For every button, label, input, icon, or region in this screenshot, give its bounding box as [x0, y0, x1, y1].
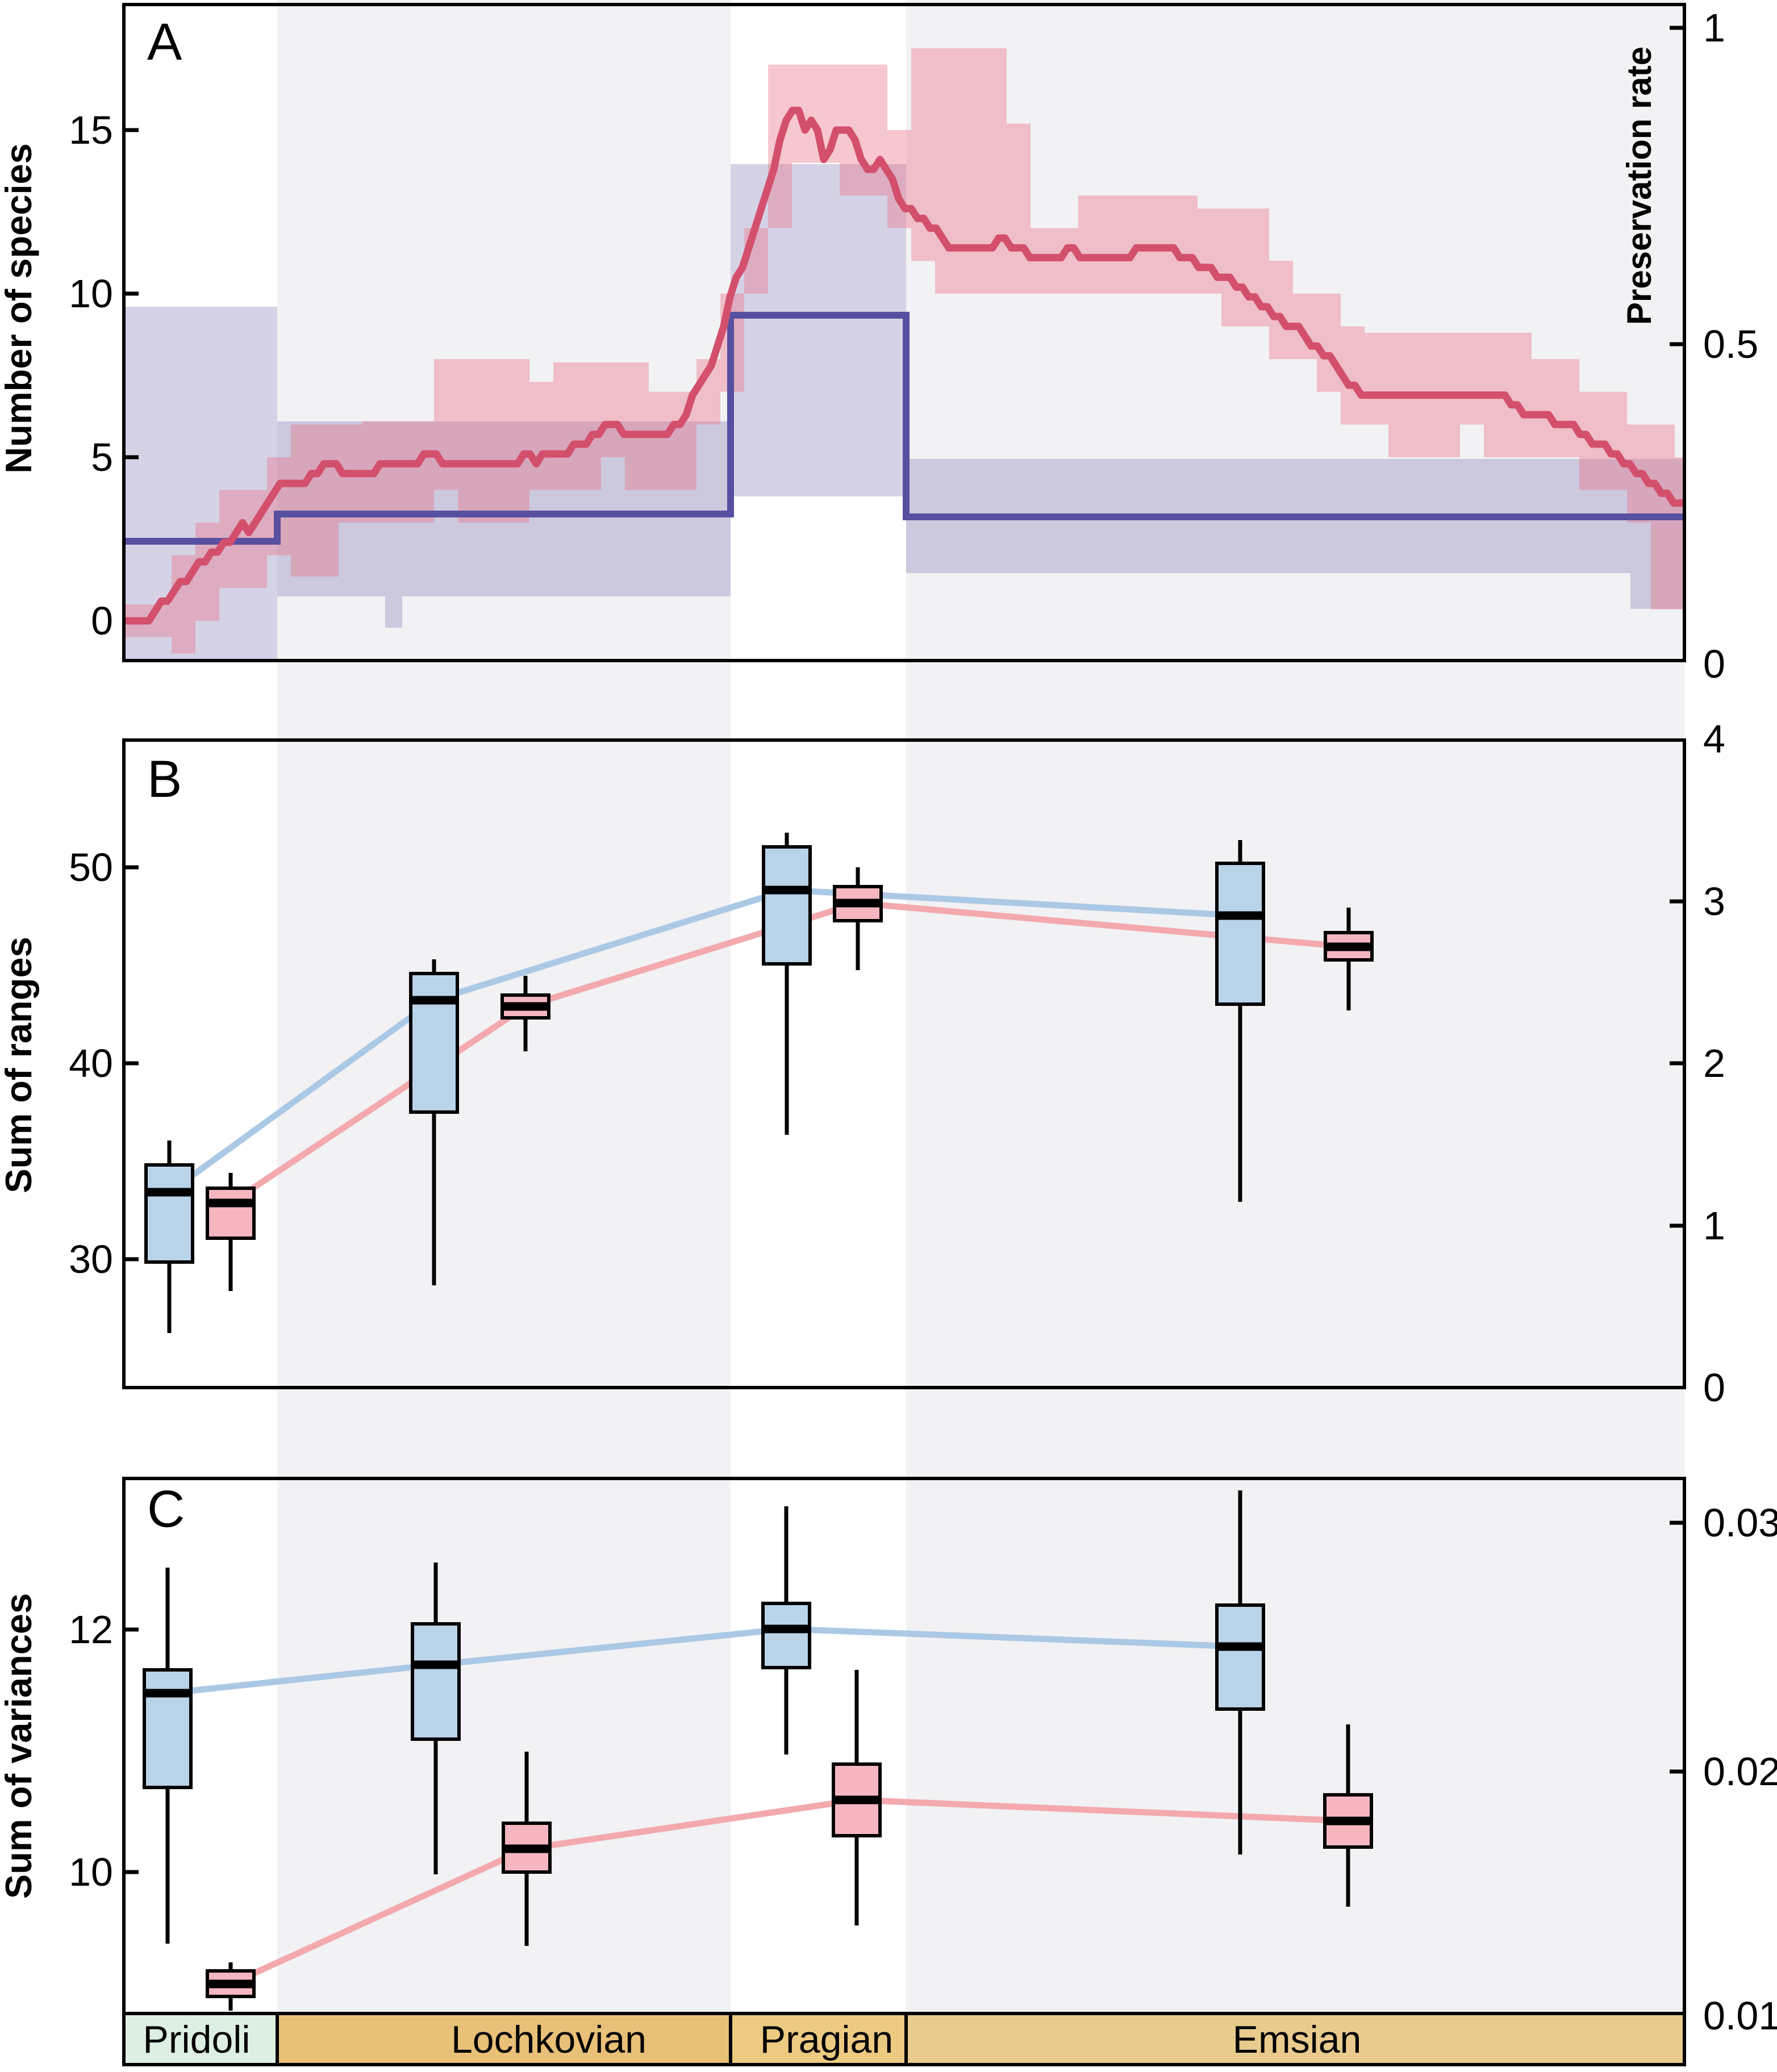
svg-text:4: 4 [1703, 717, 1725, 761]
svg-text:1: 1 [1703, 1204, 1725, 1248]
svg-text:10: 10 [69, 271, 113, 316]
svg-text:Preservation rate: Preservation rate [1620, 47, 1658, 325]
svg-text:Pridoli: Pridoli [143, 2018, 251, 2061]
svg-text:Number of species: Number of species [0, 143, 39, 474]
svg-text:3: 3 [1703, 879, 1725, 924]
svg-text:Sum of ranges: Sum of ranges [0, 937, 39, 1193]
svg-text:0: 0 [1703, 1365, 1725, 1410]
svg-text:0.5: 0.5 [1703, 322, 1758, 366]
svg-text:1: 1 [1703, 6, 1725, 50]
svg-text:0: 0 [91, 599, 113, 643]
svg-text:Lochkovian: Lochkovian [451, 2018, 646, 2061]
svg-text:0.02: 0.02 [1703, 1749, 1777, 1794]
svg-text:0.03: 0.03 [1703, 1501, 1777, 1545]
svg-text:40: 40 [69, 1041, 113, 1085]
svg-text:2: 2 [1703, 1041, 1725, 1085]
svg-text:A: A [147, 13, 182, 71]
svg-text:0.01: 0.01 [1703, 1994, 1777, 2038]
svg-text:15: 15 [69, 108, 113, 152]
svg-text:Pragian: Pragian [760, 2018, 893, 2061]
svg-text:5: 5 [91, 435, 113, 479]
svg-text:B: B [147, 750, 182, 808]
svg-text:0: 0 [1703, 642, 1725, 686]
svg-text:50: 50 [69, 845, 113, 889]
svg-text:Emsian: Emsian [1233, 2018, 1362, 2061]
svg-text:12: 12 [69, 1607, 113, 1652]
svg-text:10: 10 [69, 1850, 113, 1894]
svg-text:Sum of variances: Sum of variances [0, 1593, 39, 1899]
svg-text:C: C [147, 1480, 185, 1538]
svg-text:30: 30 [69, 1237, 113, 1281]
